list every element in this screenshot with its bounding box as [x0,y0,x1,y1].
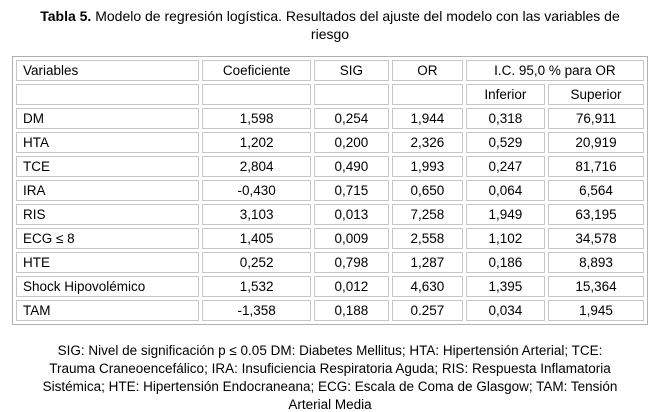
variable-cell: RIS [16,204,200,225]
empty-header-cell [16,84,200,105]
table-footnote: SIG: Nivel de significación p ≤ 0.05 DM:… [42,343,618,412]
superior-cell: 34,578 [548,228,644,249]
column-header-ci: I.C. 95,0 % para OR [465,60,644,81]
or-cell: 7,258 [391,204,463,225]
coeficiente-cell: -0,430 [202,180,311,201]
or-cell: 1,287 [391,252,463,273]
superior-cell: 76,911 [548,108,644,129]
superior-cell: 1,945 [548,300,644,321]
table-row: ECG ≤ 8 1,405 0,009 2,558 1,102 34,578 [16,228,644,249]
superior-cell: 6,564 [548,180,644,201]
empty-header-cell [202,84,311,105]
table-caption: Tabla 5. Modelo de regresión logística. … [25,7,635,43]
coeficiente-cell: 0,252 [202,252,311,273]
coeficiente-cell: -1,358 [202,300,311,321]
sig-cell: 0,188 [313,300,389,321]
table-caption-label: Tabla 5. [40,8,92,24]
table-row: IRA -0,430 0,715 0,650 0,064 6,564 [16,180,644,201]
column-header-variables: Variables [16,60,200,81]
logistic-regression-table: Variables Coeficiente SIG OR I.C. 95,0 %… [12,56,648,325]
or-cell: 1,993 [391,156,463,177]
sig-cell: 0,798 [313,252,389,273]
sig-cell: 0,254 [313,108,389,129]
superior-cell: 63,195 [548,204,644,225]
table-row: Shock Hipovolémico 1,532 0,012 4,630 1,3… [16,276,644,297]
table-row: HTA 1,202 0,200 2,326 0,529 20,919 [16,132,644,153]
superior-cell: 81,716 [548,156,644,177]
variable-cell: HTA [16,132,200,153]
inferior-cell: 0,529 [465,132,546,153]
superior-cell: 20,919 [548,132,644,153]
table-row: DM 1,598 0,254 1,944 0,318 76,911 [16,108,644,129]
sig-cell: 0,490 [313,156,389,177]
coeficiente-cell: 1,202 [202,132,311,153]
empty-header-cell [313,84,389,105]
inferior-cell: 0,318 [465,108,546,129]
coeficiente-cell: 1,532 [202,276,311,297]
column-header-superior: Superior [548,84,644,105]
coeficiente-cell: 1,405 [202,228,311,249]
column-header-coeficiente: Coeficiente [202,60,311,81]
variable-cell: TCE [16,156,200,177]
coeficiente-cell: 1,598 [202,108,311,129]
coeficiente-cell: 2,804 [202,156,311,177]
or-cell: 2,558 [391,228,463,249]
inferior-cell: 0,064 [465,180,546,201]
inferior-cell: 0,186 [465,252,546,273]
sig-cell: 0,715 [313,180,389,201]
inferior-cell: 0,247 [465,156,546,177]
inferior-cell: 1,102 [465,228,546,249]
superior-cell: 15,364 [548,276,644,297]
or-cell: 1,944 [391,108,463,129]
sig-cell: 0,012 [313,276,389,297]
sig-cell: 0,009 [313,228,389,249]
sig-cell: 0,200 [313,132,389,153]
or-cell: 2,326 [391,132,463,153]
column-header-or: OR [391,60,463,81]
table-row: RIS 3,103 0,013 7,258 1,949 63,195 [16,204,644,225]
sig-cell: 0,013 [313,204,389,225]
inferior-cell: 1,949 [465,204,546,225]
inferior-cell: 0,034 [465,300,546,321]
column-header-sig: SIG [313,60,389,81]
variable-cell: ECG ≤ 8 [16,228,200,249]
superior-cell: 8,893 [548,252,644,273]
variable-cell: IRA [16,180,200,201]
variable-cell: TAM [16,300,200,321]
variable-cell: HTE [16,252,200,273]
variable-cell: Shock Hipovolémico [16,276,200,297]
coeficiente-cell: 3,103 [202,204,311,225]
empty-header-cell [391,84,463,105]
or-cell: 0,650 [391,180,463,201]
table-row: TAM -1,358 0,188 0.257 0,034 1,945 [16,300,644,321]
header-row-main: Variables Coeficiente SIG OR I.C. 95,0 %… [16,60,644,81]
table-row: HTE 0,252 0,798 1,287 0,186 8,893 [16,252,644,273]
or-cell: 4,630 [391,276,463,297]
table-caption-text: Modelo de regresión logística. Resultado… [91,8,620,42]
or-cell: 0.257 [391,300,463,321]
variable-cell: DM [16,108,200,129]
table-row: TCE 2,804 0,490 1,993 0,247 81,716 [16,156,644,177]
header-row-sub: Inferior Superior [16,84,644,105]
column-header-inferior: Inferior [465,84,546,105]
inferior-cell: 1,395 [465,276,546,297]
